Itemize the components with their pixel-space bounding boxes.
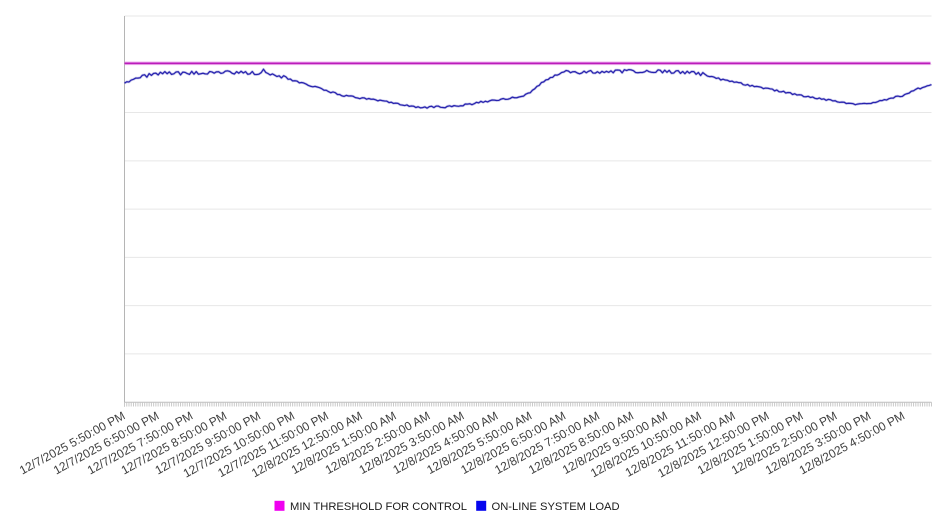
svg-text:MIN THRESHOLD FOR CONTROL: MIN THRESHOLD FOR CONTROL — [290, 501, 467, 513]
svg-text:ON-LINE SYSTEM LOAD: ON-LINE SYSTEM LOAD — [492, 501, 620, 513]
